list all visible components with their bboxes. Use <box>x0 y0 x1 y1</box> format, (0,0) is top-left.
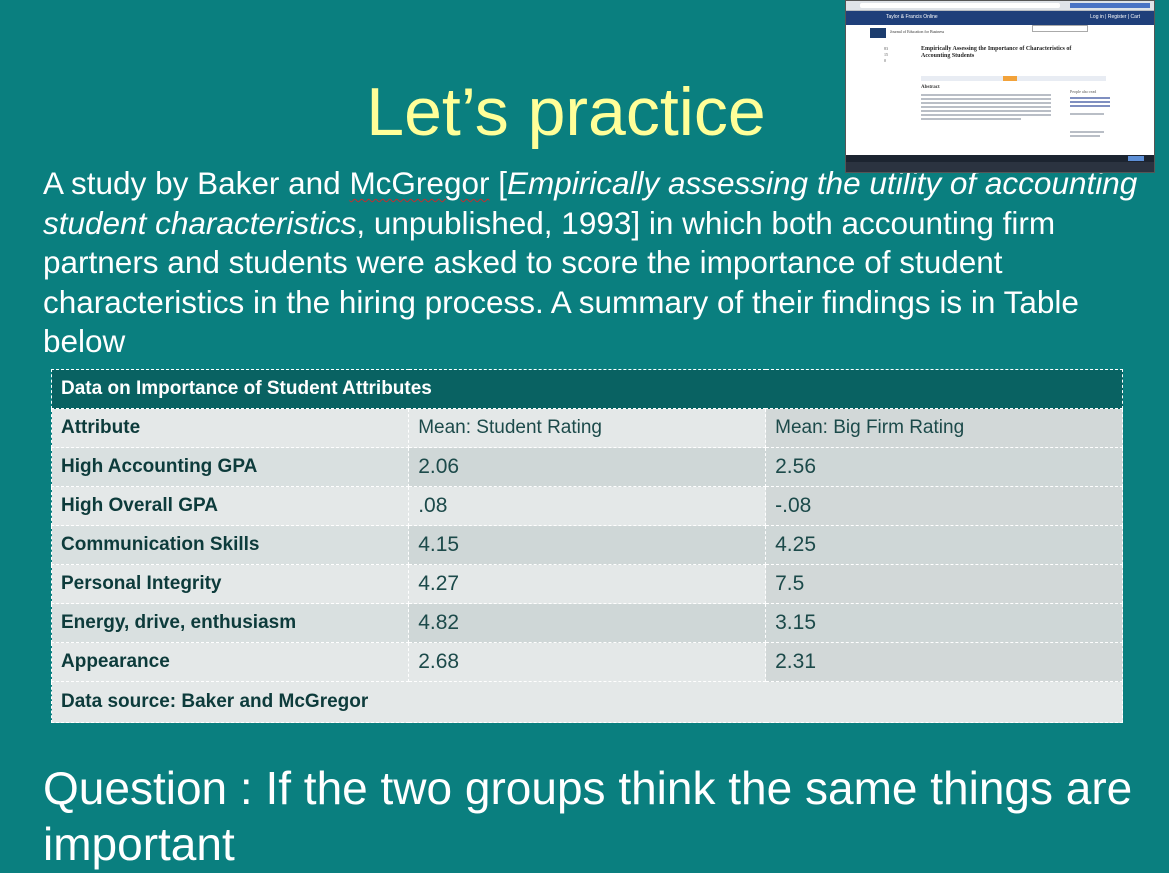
table-row: High Overall GPA .08 -.08 <box>50 486 1123 526</box>
related-line <box>1070 97 1110 99</box>
table-header-row: Attribute Mean: Student Rating Mean: Big… <box>50 408 1123 448</box>
attributes-table: Data on Importance of Student Attributes… <box>50 369 1123 723</box>
related-line <box>1070 131 1104 133</box>
table-row: Energy, drive, enthusiasm 4.82 3.15 <box>50 603 1123 643</box>
row-student-rating: 4.82 <box>408 603 767 643</box>
site-header: Taylor & Francis Online Log in | Registe… <box>846 11 1154 25</box>
slide-title: Let’s practice <box>366 74 766 150</box>
related-line <box>1070 113 1104 115</box>
table-row: Personal Integrity 4.27 7.5 <box>50 564 1123 604</box>
abstract-line <box>921 106 1051 108</box>
row-attribute: Personal Integrity <box>50 564 410 604</box>
abstract-line <box>921 118 1021 120</box>
table-source-row: Data source: Baker and McGregor <box>51 681 1123 723</box>
row-student-rating: 4.15 <box>408 525 767 565</box>
table-caption-row: Data on Importance of Student Attributes <box>51 369 1123 409</box>
os-taskbar <box>846 162 1154 172</box>
row-attribute: High Accounting GPA <box>50 447 410 487</box>
row-student-rating: 2.06 <box>408 447 767 487</box>
intro-author-name: McGregor <box>349 165 490 201</box>
abstract-line <box>921 110 1051 112</box>
table-source: Data source: Baker and McGregor <box>51 681 1123 723</box>
row-firm-rating: 3.15 <box>765 603 1123 643</box>
article-screenshot-thumbnail: Taylor & Francis Online Log in | Registe… <box>845 0 1155 173</box>
journal-cover-image <box>870 28 886 38</box>
site-links: Log in | Register | Cart <box>1090 14 1140 20</box>
intro-text-3: , unpublished, 1993] in which both accou… <box>43 204 1079 360</box>
abstract-line <box>921 94 1051 96</box>
related-heading: People also read <box>1070 89 1097 94</box>
pdf-button <box>1003 76 1017 81</box>
browser-chrome <box>846 1 1154 11</box>
abstract-heading: Abstract <box>921 85 940 90</box>
row-attribute: High Overall GPA <box>50 486 410 526</box>
row-student-rating: 4.27 <box>408 564 767 604</box>
article-title: Empirically Assessing the Importance of … <box>921 46 1072 59</box>
header-attribute: Attribute <box>50 408 410 448</box>
abstract-line <box>921 98 1051 100</box>
row-firm-rating: 4.25 <box>765 525 1123 565</box>
row-firm-rating: 7.5 <box>765 564 1123 604</box>
table-row: Appearance 2.68 2.31 <box>50 642 1123 682</box>
cookie-accept-button <box>1128 156 1144 161</box>
row-firm-rating: -.08 <box>765 486 1123 526</box>
abstract-line <box>921 114 1051 116</box>
intro-text-1: A study by Baker and <box>43 165 350 201</box>
row-attribute: Appearance <box>50 642 410 682</box>
header-firm-rating: Mean: Big Firm Rating <box>765 408 1123 448</box>
question-text: Question : If the two groups think the s… <box>43 762 1133 870</box>
row-student-rating: 2.68 <box>408 642 767 682</box>
search-box <box>1032 25 1088 32</box>
browser-tabs <box>1070 3 1150 8</box>
row-firm-rating: 2.31 <box>765 642 1123 682</box>
journal-name: Journal of Education for Business <box>890 29 945 34</box>
cookie-banner <box>846 155 1154 162</box>
intro-paragraph: A study by Baker and McGregor [Empirical… <box>43 164 1143 362</box>
row-student-rating: .08 <box>408 486 767 526</box>
article-metrics: 83 15 0 <box>884 46 888 63</box>
related-line <box>1070 135 1100 137</box>
table-row: High Accounting GPA 2.06 2.56 <box>50 447 1123 487</box>
row-attribute: Energy, drive, enthusiasm <box>50 603 410 643</box>
row-firm-rating: 2.56 <box>765 447 1123 487</box>
site-brand: Taylor & Francis Online <box>886 14 938 20</box>
row-attribute: Communication Skills <box>50 525 410 565</box>
related-line <box>1070 105 1110 107</box>
address-bar <box>860 3 1060 8</box>
header-student-rating: Mean: Student Rating <box>408 408 767 448</box>
table-row: Communication Skills 4.15 4.25 <box>50 525 1123 565</box>
intro-text-2: [ <box>489 165 507 201</box>
related-line <box>1070 101 1110 103</box>
table-caption: Data on Importance of Student Attributes <box>51 369 1123 409</box>
abstract-line <box>921 102 1051 104</box>
